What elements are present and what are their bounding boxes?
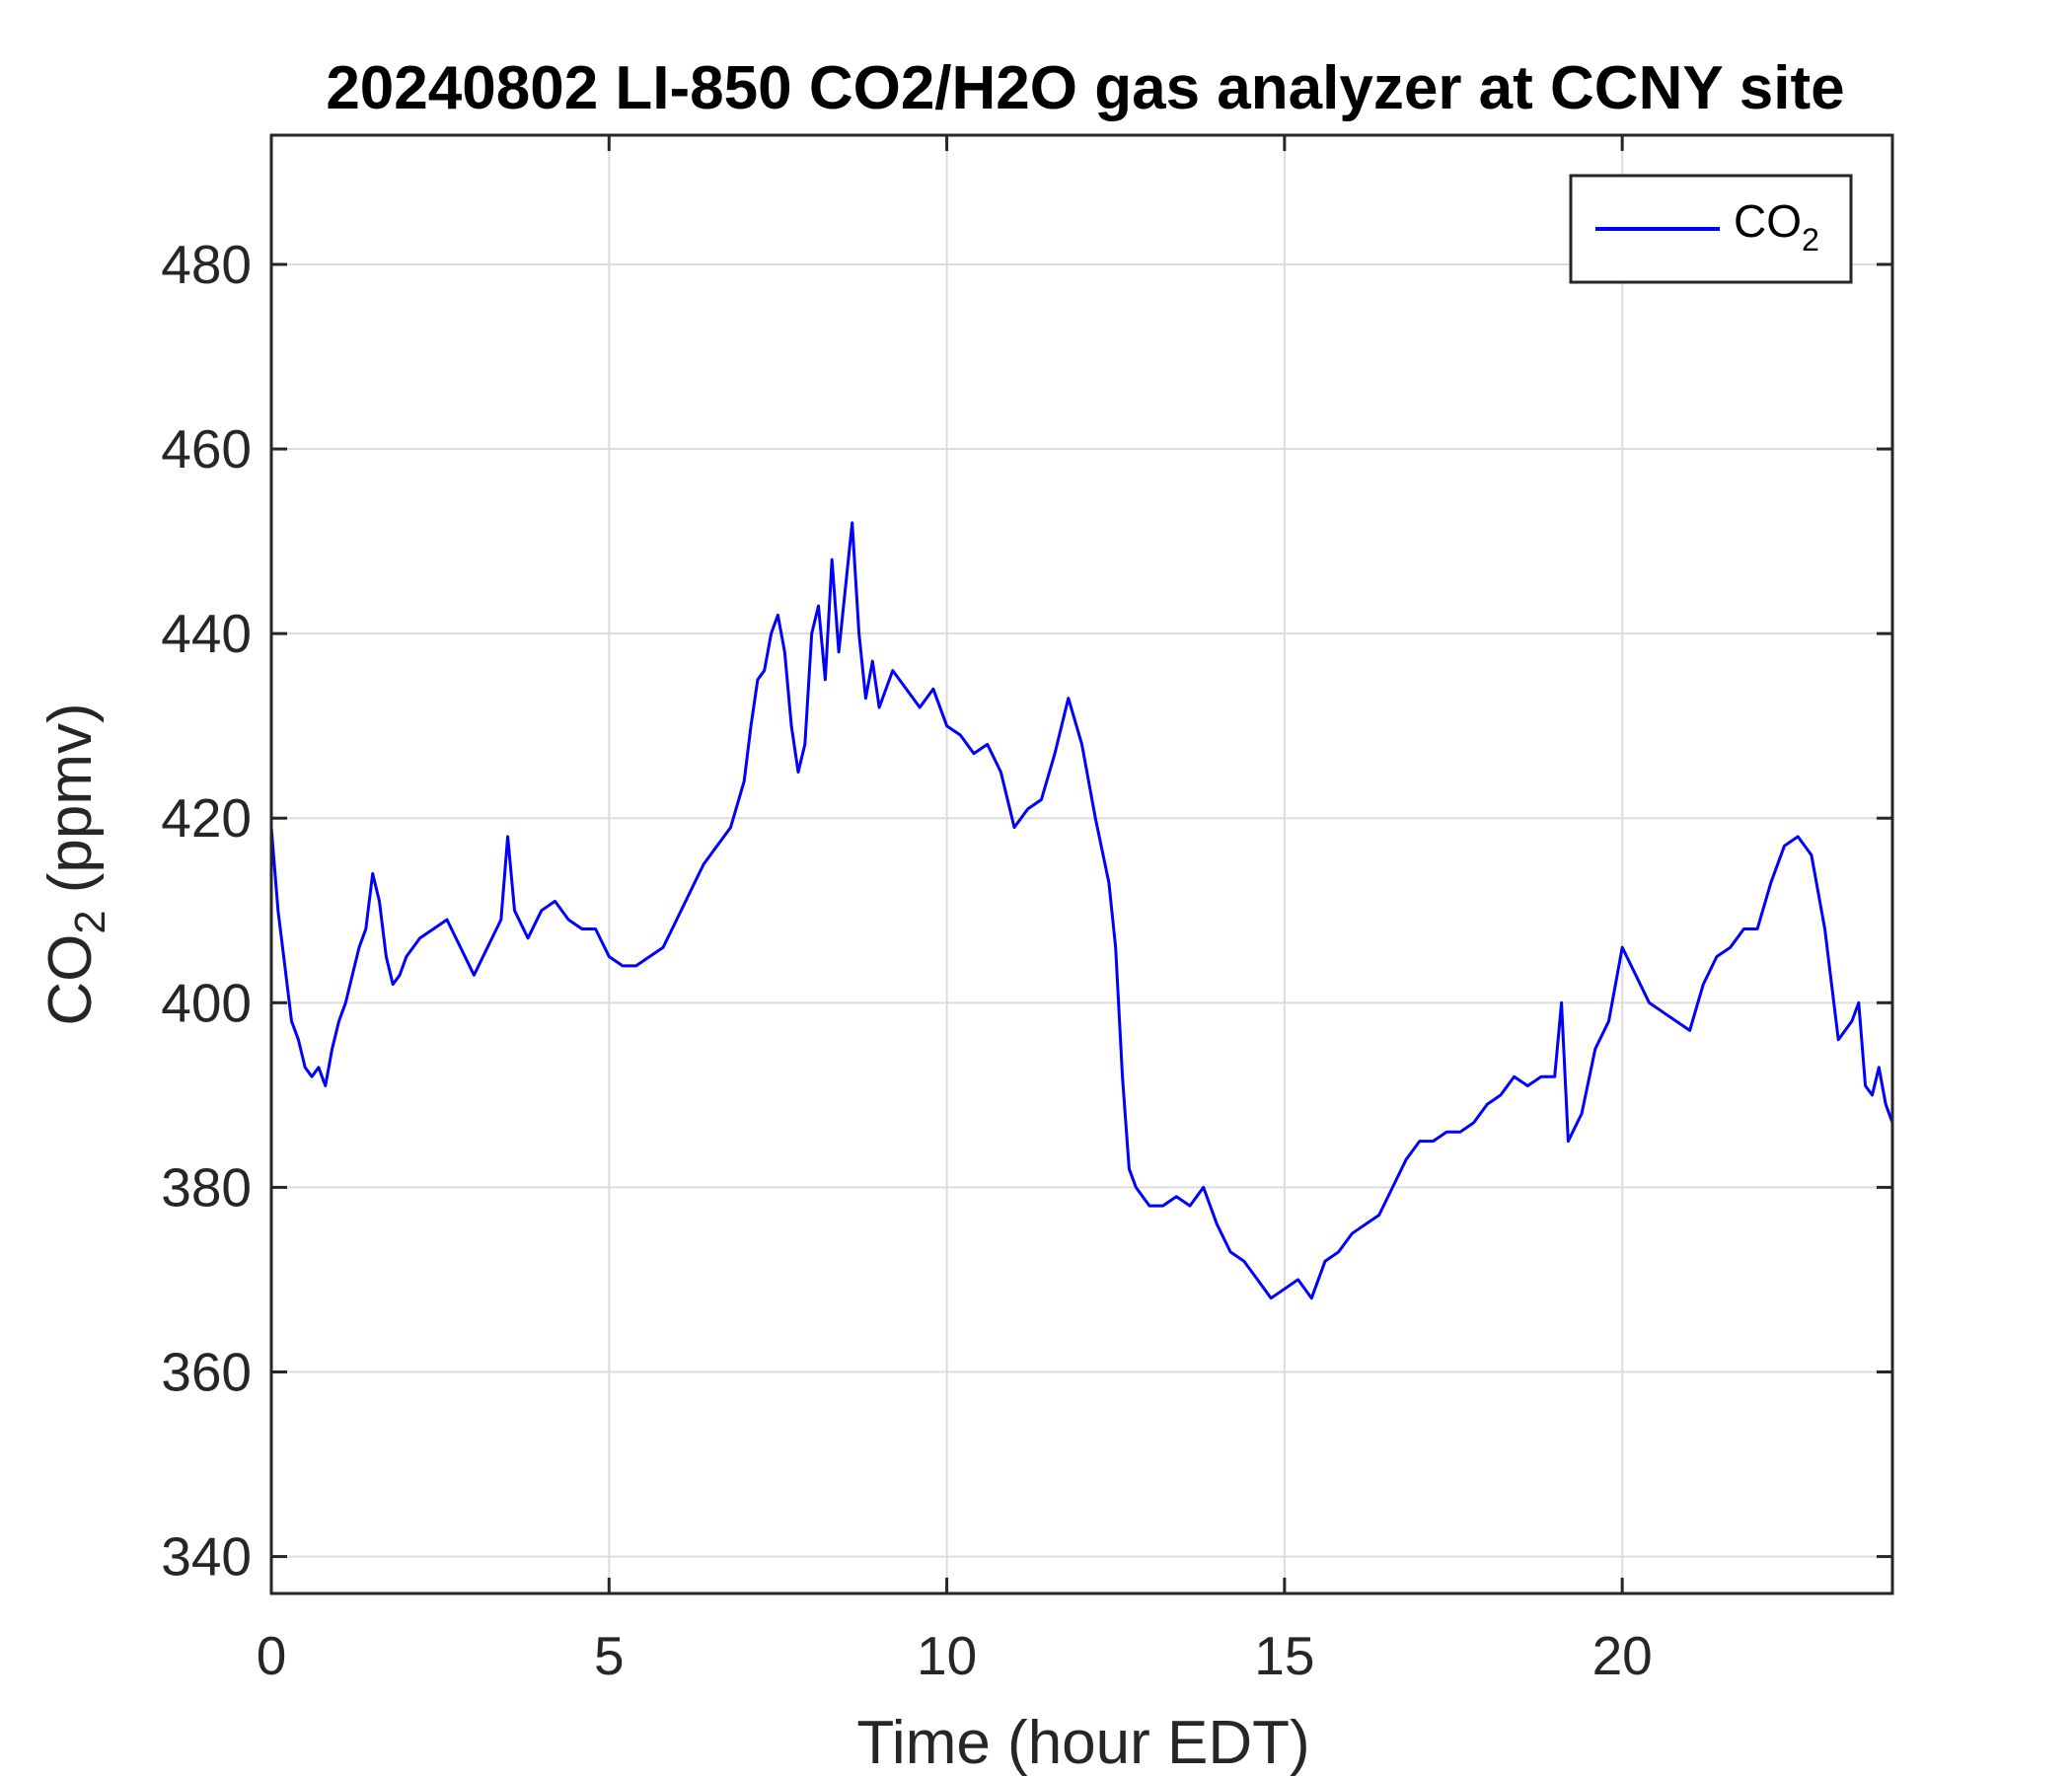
legend-label-base: CO [1734,195,1802,247]
axes-box [269,133,1894,1595]
x-tick-label: 15 [1254,1625,1314,1686]
y-axis-title-subscript: 2 [67,911,114,934]
y-tick-label: 420 [161,787,252,849]
legend-label: CO2 [1734,195,1819,258]
y-axis-title-suffix: (ppmv) [37,703,105,910]
y-axis-title-base: CO [37,934,105,1026]
y-tick-label: 440 [161,603,252,664]
legend-label-subscript: 2 [1802,222,1819,258]
y-axis-title: CO2 (ppmv) [37,703,114,1025]
y-tick-label: 400 [161,972,252,1033]
x-tick-labels: 0 5 10 15 20 [257,1625,1653,1686]
x-tick-label: 20 [1592,1625,1653,1686]
legend: CO2 [1569,174,1853,284]
y-tick-label: 460 [161,418,252,480]
chart-title: 20240802 LI-850 CO2/H2O gas analyzer at … [326,54,1844,122]
axis-ticks [269,135,1892,1593]
co2-series-line [269,521,1894,1300]
y-tick-labels: 340 360 380 400 420 440 460 480 [161,234,252,1588]
plot-area [271,135,1892,1593]
y-tick-label: 380 [161,1156,252,1218]
x-axis-title: Time (hour EDT) [856,1709,1309,1776]
x-tick-label: 0 [257,1625,287,1686]
y-tick-label: 340 [161,1526,252,1588]
x-tick-label: 5 [594,1625,625,1686]
y-tick-label: 480 [161,234,252,295]
grid [270,135,1892,1593]
series-layer [269,521,1894,1300]
y-tick-label: 360 [161,1341,252,1402]
x-tick-label: 10 [917,1625,977,1686]
